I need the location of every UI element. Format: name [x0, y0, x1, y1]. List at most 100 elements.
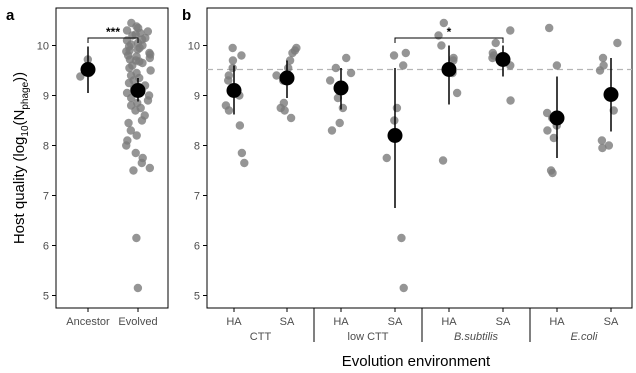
- data-point: [124, 78, 134, 88]
- data-point: [398, 61, 408, 70]
- data-point: [131, 148, 140, 158]
- mean-point: [333, 80, 349, 96]
- significance-label: *: [447, 25, 452, 39]
- y-tick-label: 6: [194, 241, 200, 253]
- data-point: [132, 131, 141, 140]
- data-point: [240, 158, 249, 168]
- data-point: [552, 61, 562, 70]
- data-point: [145, 163, 155, 173]
- data-point: [224, 106, 234, 115]
- data-point: [138, 58, 147, 68]
- data-point: [237, 148, 247, 158]
- data-point: [333, 93, 343, 103]
- y-tick-label: 10: [188, 41, 200, 53]
- x-tick-label: SA: [496, 316, 511, 328]
- panel-a-plot: 5 6 7 8 9 10 Ancestor Evolved ***: [37, 7, 169, 328]
- significance-bracket: [394, 37, 504, 43]
- data-point: [286, 113, 296, 123]
- mean-point: [130, 83, 146, 98]
- data-point: [124, 118, 133, 128]
- data-point: [335, 118, 344, 128]
- data-point: [145, 53, 155, 63]
- data-point: [438, 156, 448, 165]
- data-point: [143, 96, 153, 105]
- data-point: [346, 68, 356, 78]
- data-point: [452, 88, 462, 98]
- data-point: [598, 143, 607, 153]
- data-point: [392, 103, 402, 113]
- panel-b-plot: 5 6 7 8 9 10 HA SA HA SA HA SA HA SA CTT low CTT B.subti…: [188, 7, 633, 343]
- data-point: [401, 48, 410, 58]
- data-point: [146, 66, 155, 75]
- x-tick-label: HA: [549, 316, 565, 328]
- mean-point: [441, 62, 457, 77]
- data-point: [325, 76, 335, 85]
- data-point: [331, 63, 341, 73]
- data-point: [597, 136, 607, 145]
- data-point: [122, 26, 132, 35]
- data-point: [132, 233, 141, 243]
- data-point: [137, 158, 147, 168]
- significance-bracket: [87, 37, 139, 43]
- data-point: [228, 56, 238, 65]
- data-point: [488, 53, 497, 63]
- panel-a-frame: [55, 7, 169, 309]
- data-point: [133, 45, 142, 54]
- data-point: [228, 63, 237, 73]
- ylabel-sub2: phage: [20, 81, 31, 109]
- data-point: [133, 283, 143, 293]
- data-point: [382, 153, 391, 163]
- data-point: [399, 283, 408, 293]
- ylabel-sub1: 10: [20, 125, 31, 137]
- mean-point: [495, 52, 511, 67]
- ylabel-post: )): [11, 72, 28, 82]
- mean-point: [226, 83, 242, 98]
- y-tick-label: 10: [37, 41, 49, 53]
- ylabel-mid: (N: [11, 110, 28, 126]
- data-point: [506, 26, 515, 35]
- data-point: [122, 141, 131, 150]
- x-tick-label: HA: [226, 316, 242, 328]
- data-point: [604, 141, 614, 150]
- panel-b-label: b: [182, 7, 191, 24]
- data-point: [283, 63, 293, 73]
- panel-b-x-axis-title: Evolution environment: [342, 353, 491, 370]
- y-tick-label: 9: [194, 91, 200, 103]
- data-point: [228, 43, 237, 53]
- ylabel-pre: Host quality (log: [11, 137, 28, 245]
- y-tick-label: 5: [43, 291, 49, 303]
- data-point: [439, 18, 449, 28]
- mean-point: [603, 87, 619, 102]
- data-point: [397, 233, 406, 243]
- y-tick-label: 7: [194, 191, 200, 203]
- data-point: [506, 96, 515, 105]
- data-point: [389, 51, 399, 60]
- mean-point: [279, 70, 295, 86]
- data-point: [224, 76, 233, 85]
- x-tick-label: Ancestor: [66, 316, 110, 328]
- data-point: [338, 103, 348, 113]
- data-point: [491, 38, 500, 48]
- y-tick-label: 5: [194, 291, 200, 303]
- x-tick-label: SA: [388, 316, 403, 328]
- panel-a-y-axis-title: Host quality (log10(Nphage)): [11, 72, 31, 244]
- x-tick-label: SA: [280, 316, 295, 328]
- group-label: E.coli: [571, 331, 598, 343]
- data-point: [235, 121, 245, 130]
- data-point: [285, 56, 295, 65]
- data-point: [143, 27, 153, 36]
- data-point: [272, 71, 281, 80]
- group-label: B.subtilis: [454, 331, 499, 343]
- group-label: low CTT: [348, 331, 389, 343]
- data-point: [545, 23, 554, 33]
- x-tick-label: SA: [604, 316, 619, 328]
- data-point: [129, 166, 138, 175]
- data-point: [548, 168, 557, 178]
- y-tick-label: 8: [43, 141, 49, 153]
- y-tick-label: 9: [43, 91, 49, 103]
- y-tick-label: 6: [43, 241, 49, 253]
- mean-point: [387, 128, 403, 143]
- data-point: [437, 41, 446, 50]
- data-point: [288, 48, 297, 58]
- data-point: [237, 51, 246, 60]
